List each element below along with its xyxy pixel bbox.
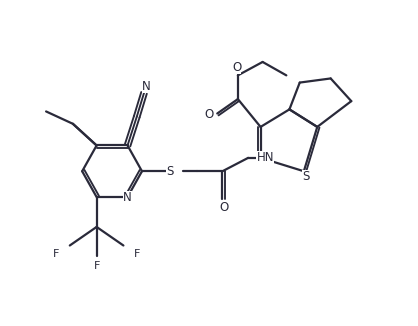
Text: N: N	[142, 80, 150, 93]
Text: O: O	[232, 61, 242, 74]
Text: F: F	[134, 249, 140, 259]
Text: HN: HN	[256, 151, 274, 164]
Text: O: O	[220, 201, 229, 214]
Text: S: S	[302, 170, 310, 183]
Text: F: F	[53, 249, 60, 259]
Text: F: F	[93, 261, 100, 271]
Text: N: N	[123, 190, 132, 203]
Text: O: O	[204, 108, 214, 121]
Text: S: S	[166, 165, 173, 178]
